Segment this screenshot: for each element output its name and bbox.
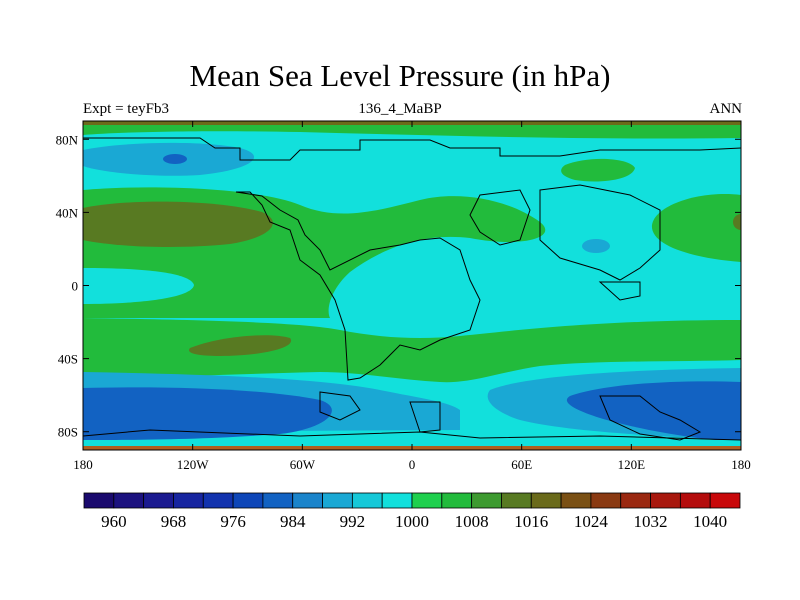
field-north-green <box>83 125 741 139</box>
colorbar-swatch <box>232 492 264 509</box>
colorbar-label: 992 <box>340 512 366 531</box>
x-tick-label: 120E <box>618 457 646 472</box>
colorbar: 960 968 976 984 992 1000 1008 1016 1024 1032 1040 <box>83 492 741 531</box>
field-east-high <box>651 194 741 262</box>
colorbar-swatch <box>262 492 294 509</box>
x-tick-label: 180 <box>73 457 93 472</box>
y-tick-label: 0 <box>72 279 79 294</box>
colorbar-label: 1016 <box>514 512 548 531</box>
x-tick-label: 180 <box>731 457 751 472</box>
colorbar-swatch <box>471 492 502 509</box>
x-tick-label: 0 <box>409 457 416 472</box>
x-tick-label: 60E <box>511 457 532 472</box>
chart-title: Mean Sea Level Pressure (in hPa) <box>189 58 611 93</box>
field-east-high-core <box>733 214 741 230</box>
field-asian-low <box>582 239 610 253</box>
colorbar-swatch <box>173 492 204 509</box>
colorbar-label: 1008 <box>455 512 489 531</box>
y-tick-label: 80N <box>56 132 79 147</box>
x-tick-label: 60W <box>290 457 316 472</box>
colorbar-label: 1040 <box>693 512 727 531</box>
case-label: 136_4_MaBP <box>358 101 442 117</box>
x-tick-label: 120W <box>177 457 210 472</box>
field-north-low-core <box>163 154 187 164</box>
coastlines <box>83 137 741 441</box>
colorbar-swatch <box>381 492 413 509</box>
field-southern-core-east <box>566 381 741 442</box>
colorbar-swatch <box>590 492 622 509</box>
field-sh-subtropical-high <box>83 318 741 383</box>
colorbar-swatch <box>143 492 174 509</box>
colorbar-label: 960 <box>101 512 127 531</box>
colorbar-label: 984 <box>280 512 306 531</box>
colorbar-label: 968 <box>161 512 187 531</box>
field-southern-core-west <box>83 387 332 440</box>
y-tick-label: 80S <box>58 425 78 440</box>
colorbar-swatch <box>620 492 651 509</box>
colorbar-swatch <box>83 492 115 509</box>
y-tick-label: 40N <box>56 205 79 220</box>
contour-fields <box>83 121 741 450</box>
colorbar-swatch <box>351 492 383 509</box>
colorbar-swatch <box>560 492 592 509</box>
y-tick-label: 40S <box>58 352 78 367</box>
colorbar-swatch <box>322 492 353 509</box>
colorbar-swatch <box>441 492 473 509</box>
colorbar-swatch <box>530 492 562 509</box>
field-equatorial-pocket <box>83 268 194 304</box>
colorbar-swatch <box>292 492 323 509</box>
colorbar-label: 1000 <box>395 512 429 531</box>
season-label: ANN <box>709 101 743 117</box>
colorbar-label: 1024 <box>574 512 609 531</box>
colorbar-label: 976 <box>220 512 246 531</box>
field-siberian-high <box>561 158 635 182</box>
colorbar-swatch <box>650 492 681 509</box>
colorbar-swatch <box>411 492 443 509</box>
field-nh-high-core <box>83 201 273 247</box>
experiment-label: Expt = teyFb3 <box>83 101 169 117</box>
field-sh-high-core <box>189 335 292 356</box>
colorbar-swatch <box>501 492 532 509</box>
colorbar-label: 1032 <box>634 512 668 531</box>
axis-ticks: 180 120W 60W 0 60E 120E 180 80N 40N 0 40S 80S <box>56 121 751 472</box>
colorbar-swatch <box>113 492 145 509</box>
colorbar-swatch <box>679 492 711 509</box>
colorbar-swatch <box>202 492 234 509</box>
colorbar-swatch <box>709 492 741 509</box>
